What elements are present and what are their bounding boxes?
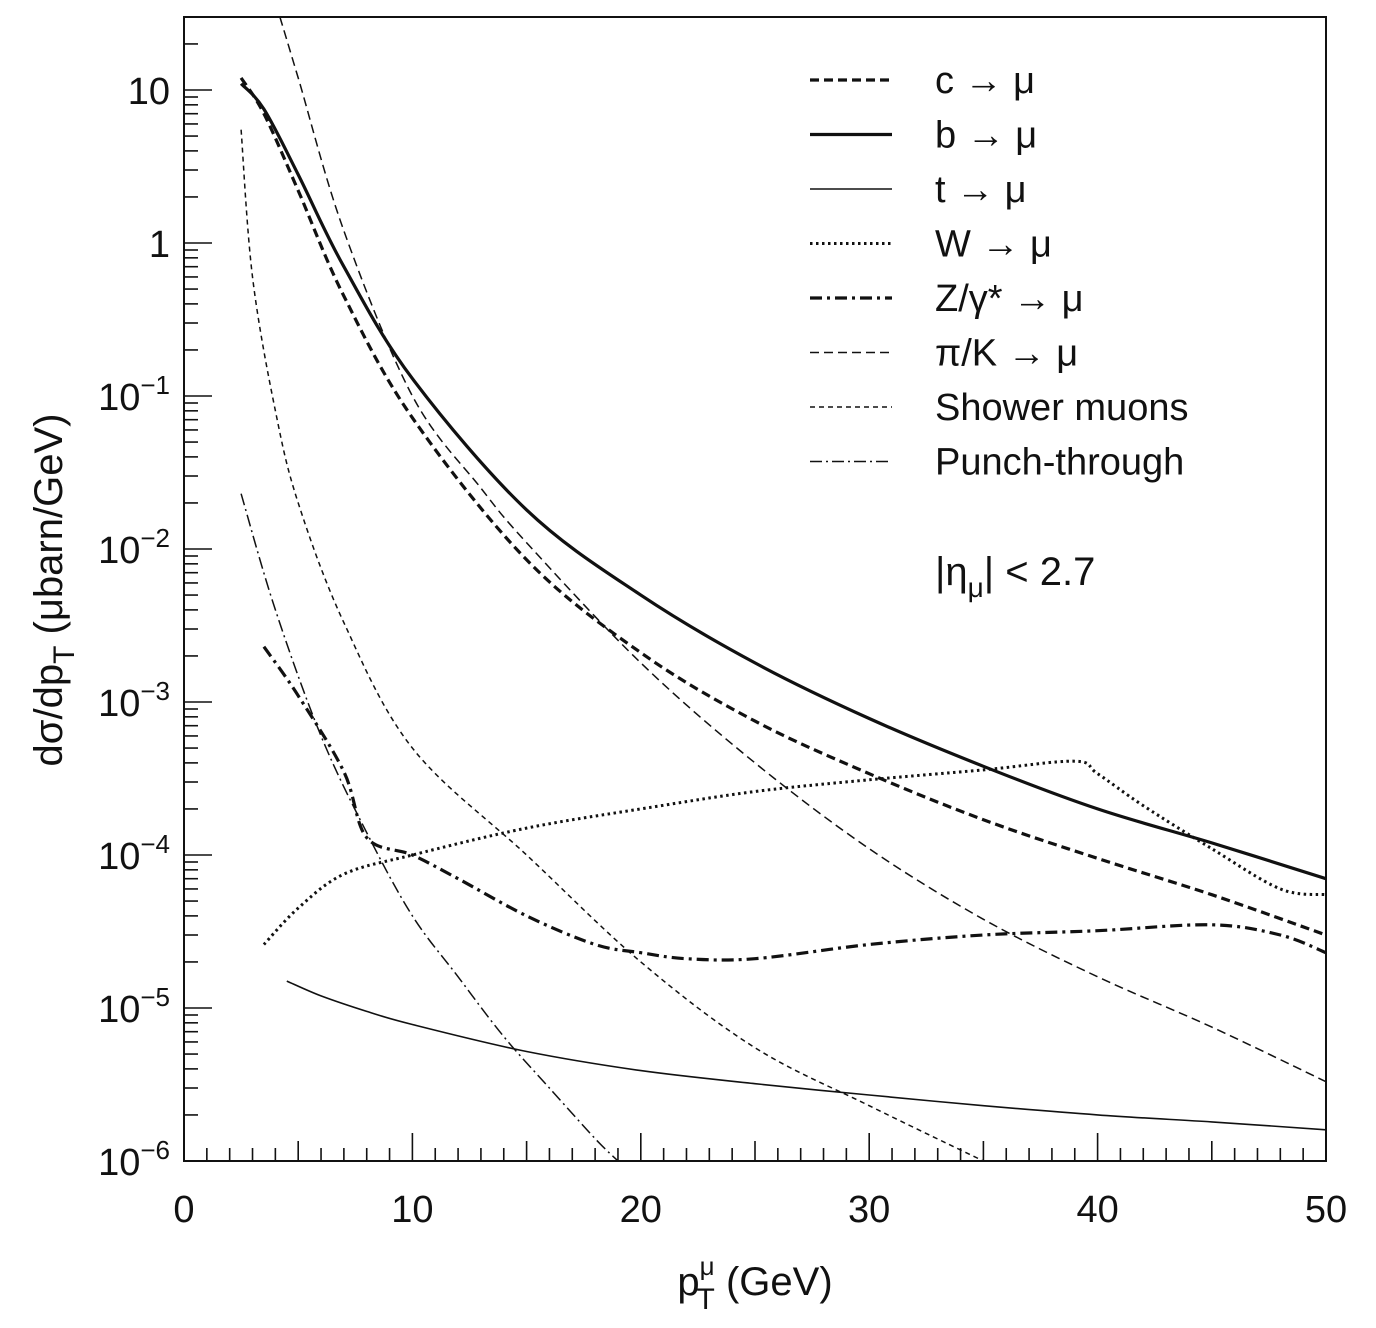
x-tick-label: 10 [391,1189,433,1231]
x-tick-label: 20 [620,1189,662,1231]
series-line-t [286,980,1326,1131]
x-axis-title-main: p [677,1260,699,1304]
eta-annotation-sub: μ [968,572,984,603]
series-line-z [262,645,1326,962]
y-tick-label: 10−2 [98,523,170,572]
y-tick-label: 10−6 [98,1135,170,1184]
legend-label: W → μ [935,224,1052,266]
legend-label: b → μ [935,115,1037,157]
y-tick-base: 10 [98,683,140,725]
y-tick-base: 10 [98,989,140,1031]
y-tick-exponent: −1 [140,370,170,400]
y-tick-label: 10−3 [98,676,170,725]
eta-annotation-tail: | < 2.7 [984,550,1096,594]
legend: c → μ b → μ t → μ W → μ Z/γ* → μ π/K → μ Showe… [810,60,1188,484]
x-tick-label: 30 [848,1189,890,1231]
y-axis-title-sub: T [48,646,81,664]
series-line-punch-through [240,493,619,1161]
y-tick-exponent: −4 [140,829,170,859]
series-line-k [279,17,1326,1083]
y-tick-base: 10 [98,530,140,572]
y-tick-label: 10 [128,71,170,113]
legend-label: Shower muons [935,387,1188,429]
y-tick-label: 10−4 [98,829,170,878]
x-tick-label: 0 [173,1189,194,1231]
y-tick-exponent: −6 [140,1135,170,1165]
plot-frame [183,16,1327,1162]
legend-label: π/K → μ [935,333,1078,375]
series-line-b [239,82,1326,881]
x-tick-label: 40 [1076,1189,1118,1231]
legend-label: Z/γ* → μ [935,278,1084,320]
y-tick-exponent: −2 [140,523,170,553]
series-line-w [262,759,1326,946]
y-axis-title-unit: (μbarn/GeV) [27,414,71,646]
y-tick-base: 10 [98,377,140,419]
series-line-c [239,77,1326,937]
x-axis-title-sub: T [697,1283,715,1316]
y-tick-label: 1 [149,224,170,266]
legend-label: t → μ [935,169,1027,211]
x-tick-label: 50 [1305,1189,1347,1231]
x-axis-title-unit: (GeV) [715,1260,833,1304]
eta-annotation: |ημ| < 2.7 [935,550,1095,603]
legend-label: c → μ [935,60,1035,102]
y-tick-label: 10−5 [98,982,170,1031]
y-tick-exponent: −5 [140,982,170,1012]
y-axis-title-main: dσ/dp [27,664,71,767]
x-axis-title-sup: μ [700,1251,715,1281]
x-axis-title: pμ T (GeV) [677,1251,832,1316]
y-tick-label: 10−1 [98,370,170,419]
eta-annotation-main: |η [935,550,968,594]
y-axis-title: dσ/dpT (μbarn/GeV) [27,414,81,767]
y-tick-base: 10 [98,1142,140,1184]
series-group [239,17,1326,1161]
legend-label: Punch-through [935,442,1184,484]
series-line-shower-muons [240,129,984,1161]
y-tick-base: 10 [98,836,140,878]
y-tick-exponent: −3 [140,676,170,706]
